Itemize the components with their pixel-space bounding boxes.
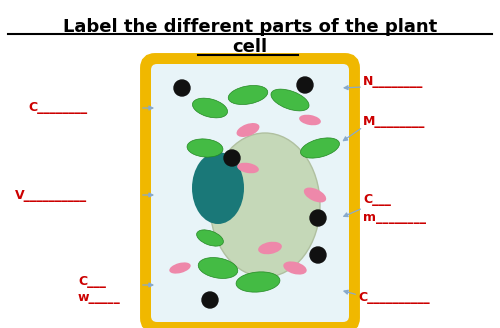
Ellipse shape	[258, 242, 282, 254]
FancyBboxPatch shape	[147, 60, 353, 326]
Text: V__________: V__________	[15, 189, 87, 201]
Circle shape	[310, 247, 326, 263]
Ellipse shape	[236, 272, 280, 292]
Ellipse shape	[187, 139, 223, 157]
Ellipse shape	[271, 89, 309, 111]
Ellipse shape	[300, 138, 340, 158]
Text: Label the different parts of the plant: Label the different parts of the plant	[63, 18, 437, 36]
Text: C___: C___	[363, 194, 391, 207]
Ellipse shape	[198, 257, 238, 278]
Ellipse shape	[196, 230, 224, 246]
Ellipse shape	[304, 188, 326, 202]
FancyBboxPatch shape	[151, 64, 349, 322]
Text: cell: cell	[232, 38, 268, 56]
Ellipse shape	[192, 98, 228, 118]
Text: w_____: w_____	[78, 292, 121, 304]
Text: N________: N________	[363, 75, 424, 89]
Text: C________: C________	[28, 101, 87, 114]
Ellipse shape	[192, 152, 244, 224]
Ellipse shape	[236, 123, 260, 137]
Circle shape	[174, 80, 190, 96]
Circle shape	[202, 292, 218, 308]
Ellipse shape	[170, 262, 190, 274]
Text: C___: C___	[78, 276, 106, 289]
Ellipse shape	[299, 115, 321, 125]
Text: m________: m________	[363, 212, 426, 224]
Text: C__________: C__________	[358, 292, 430, 304]
Ellipse shape	[237, 163, 259, 173]
Circle shape	[297, 77, 313, 93]
Circle shape	[310, 210, 326, 226]
Circle shape	[224, 150, 240, 166]
Ellipse shape	[284, 261, 306, 275]
Ellipse shape	[210, 133, 320, 277]
Text: M________: M________	[363, 115, 426, 129]
Ellipse shape	[228, 86, 268, 105]
